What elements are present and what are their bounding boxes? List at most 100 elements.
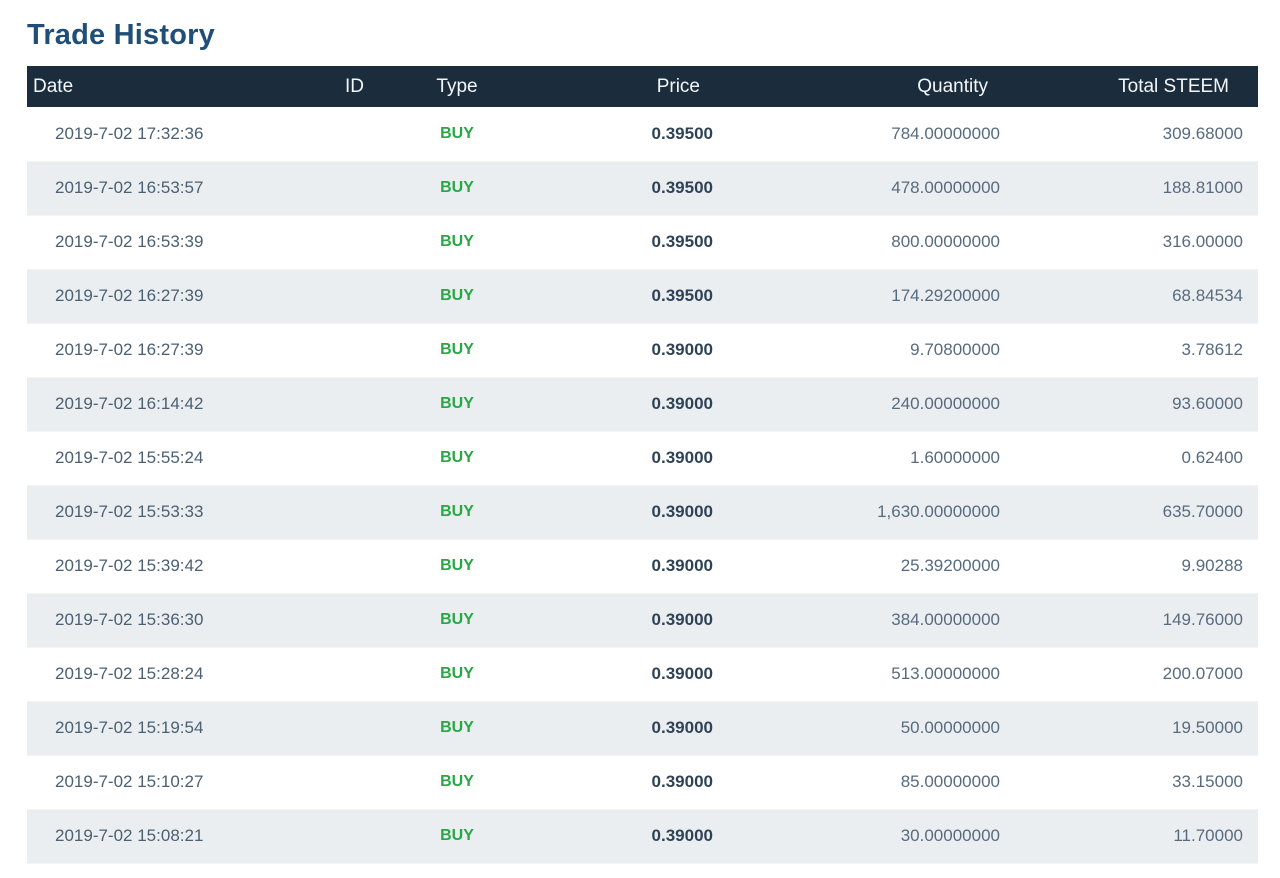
- id-cell: [317, 593, 392, 647]
- total-cell: 0.62400: [1181, 448, 1243, 467]
- date-cell: 2019-7-02 16:14:42: [55, 394, 204, 413]
- quantity-cell: 50.00000000: [900, 718, 1000, 737]
- price-cell: 0.39000: [651, 556, 713, 575]
- table-body: 2019-7-02 17:32:36 BUY 0.39500 784.00000000…: [27, 107, 1258, 863]
- trade-type-badge: BUY: [440, 503, 474, 520]
- table-row: 2019-7-02 15:10:27 BUY 0.39000 85.00000000 3…: [27, 755, 1258, 809]
- trade-type-badge: BUY: [440, 233, 474, 250]
- table-row: 2019-7-02 15:53:33 BUY 0.39000 1,630.000000…: [27, 485, 1258, 539]
- total-cell: 19.50000: [1172, 718, 1243, 737]
- date-cell: 2019-7-02 16:27:39: [55, 286, 204, 305]
- price-cell: 0.39500: [651, 178, 713, 197]
- total-cell: 93.60000: [1172, 394, 1243, 413]
- type-cell: BUY: [392, 539, 522, 593]
- price-cell: 0.39000: [651, 340, 713, 359]
- table-row: 2019-7-02 16:14:42 BUY 0.39000 240.00000000…: [27, 377, 1258, 431]
- total-cell: 635.70000: [1162, 502, 1243, 521]
- id-cell: [317, 215, 392, 269]
- column-header-price: Price: [522, 66, 752, 107]
- total-cell: 33.15000: [1172, 772, 1243, 791]
- id-cell: [317, 377, 392, 431]
- quantity-cell: 1,630.00000000: [877, 502, 1000, 521]
- id-cell: [317, 161, 392, 215]
- type-cell: BUY: [392, 161, 522, 215]
- trade-type-badge: BUY: [440, 665, 474, 682]
- id-cell: [317, 539, 392, 593]
- trade-type-badge: BUY: [440, 449, 474, 466]
- quantity-cell: 513.00000000: [891, 664, 1000, 683]
- total-cell: 68.84534: [1172, 286, 1243, 305]
- trade-type-badge: BUY: [440, 395, 474, 412]
- type-cell: BUY: [392, 431, 522, 485]
- table-row: 2019-7-02 15:28:24 BUY 0.39000 513.00000000…: [27, 647, 1258, 701]
- date-cell: 2019-7-02 15:08:21: [55, 826, 204, 845]
- date-cell: 2019-7-02 15:10:27: [55, 772, 204, 791]
- id-cell: [317, 701, 392, 755]
- table-row: 2019-7-02 16:27:39 BUY 0.39000 9.70800000 3.…: [27, 323, 1258, 377]
- quantity-cell: 384.00000000: [891, 610, 1000, 629]
- trade-type-badge: BUY: [440, 287, 474, 304]
- trade-type-badge: BUY: [440, 611, 474, 628]
- date-cell: 2019-7-02 16:27:39: [55, 340, 204, 359]
- table-header: Date ID Type Price Quantity Total STEEM: [27, 66, 1258, 107]
- quantity-cell: 30.00000000: [900, 826, 1000, 845]
- total-cell: 188.81000: [1162, 178, 1243, 197]
- price-cell: 0.39000: [651, 610, 713, 629]
- quantity-cell: 85.00000000: [900, 772, 1000, 791]
- price-cell: 0.39000: [651, 826, 713, 845]
- date-cell: 2019-7-02 15:19:54: [55, 718, 204, 737]
- price-cell: 0.39000: [651, 502, 713, 521]
- trade-type-badge: BUY: [440, 179, 474, 196]
- type-cell: BUY: [392, 809, 522, 863]
- table-header-row: Date ID Type Price Quantity Total STEEM: [27, 66, 1258, 107]
- column-header-quantity: Quantity: [752, 66, 1042, 107]
- type-cell: BUY: [392, 269, 522, 323]
- trade-type-badge: BUY: [440, 557, 474, 574]
- id-cell: [317, 809, 392, 863]
- date-cell: 2019-7-02 17:32:36: [55, 123, 204, 143]
- type-cell: BUY: [392, 647, 522, 701]
- id-cell: [317, 431, 392, 485]
- trade-history-table: Date ID Type Price Quantity Total STEEM 2019-…: [27, 66, 1258, 864]
- table-row: 2019-7-02 16:27:39 BUY 0.39500 174.29200000…: [27, 269, 1258, 323]
- table-row: 2019-7-02 16:53:39 BUY 0.39500 800.00000000…: [27, 215, 1258, 269]
- table-row: 2019-7-02 15:55:24 BUY 0.39000 1.60000000 0.…: [27, 431, 1258, 485]
- type-cell: BUY: [392, 485, 522, 539]
- price-cell: 0.39000: [651, 394, 713, 413]
- table-row: 2019-7-02 15:08:21 BUY 0.39000 30.00000000 1…: [27, 809, 1258, 863]
- total-cell: 149.76000: [1162, 610, 1243, 629]
- quantity-cell: 800.00000000: [891, 232, 1000, 251]
- id-cell: [317, 755, 392, 809]
- quantity-cell: 1.60000000: [910, 448, 1000, 467]
- type-cell: BUY: [392, 215, 522, 269]
- date-cell: 2019-7-02 16:53:39: [55, 232, 204, 251]
- date-cell: 2019-7-02 15:28:24: [55, 664, 204, 683]
- total-cell: 11.70000: [1173, 826, 1243, 845]
- date-cell: 2019-7-02 15:53:33: [55, 502, 204, 521]
- id-cell: [317, 323, 392, 377]
- total-cell: 3.78612: [1181, 340, 1243, 359]
- quantity-cell: 174.29200000: [891, 286, 1000, 305]
- quantity-cell: 240.00000000: [891, 394, 1000, 413]
- type-cell: BUY: [392, 323, 522, 377]
- trade-type-badge: BUY: [440, 124, 474, 142]
- quantity-cell: 25.39200000: [900, 556, 1000, 575]
- price-cell: 0.39500: [651, 123, 713, 143]
- table-row: 2019-7-02 15:19:54 BUY 0.39000 50.00000000 1…: [27, 701, 1258, 755]
- price-cell: 0.39500: [651, 232, 713, 251]
- table-row: 2019-7-02 15:39:42 BUY 0.39000 25.39200000 9…: [27, 539, 1258, 593]
- id-cell: [317, 647, 392, 701]
- price-cell: 0.39000: [651, 664, 713, 683]
- price-cell: 0.39000: [651, 718, 713, 737]
- column-header-date: Date: [27, 66, 317, 107]
- quantity-cell: 784.00000000: [891, 123, 1000, 143]
- id-cell: [317, 485, 392, 539]
- table-row: 2019-7-02 17:32:36 BUY 0.39500 784.00000000…: [27, 107, 1258, 161]
- trade-type-badge: BUY: [440, 773, 474, 790]
- id-cell: [317, 269, 392, 323]
- id-cell: [317, 107, 392, 161]
- type-cell: BUY: [392, 107, 522, 161]
- total-cell: 316.00000: [1162, 232, 1243, 251]
- total-cell: 9.90288: [1181, 556, 1243, 575]
